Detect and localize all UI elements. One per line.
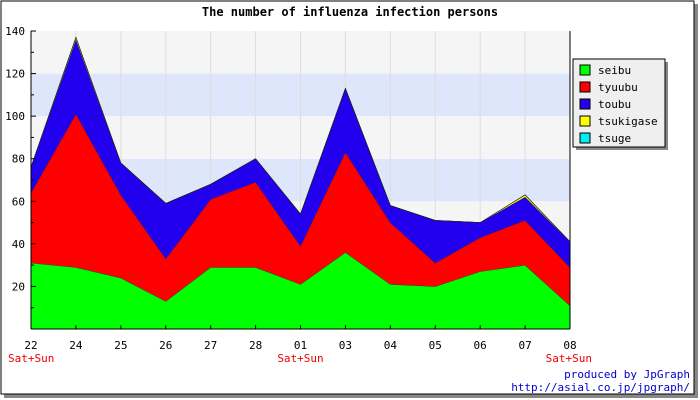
- weekend-label: Sat+Sun: [8, 352, 54, 365]
- x-tick-label: 06: [474, 339, 487, 352]
- x-tick-label: 26: [159, 339, 172, 352]
- y-tick-label: 40: [12, 238, 25, 251]
- credit-line-1: produced by JpGraph: [564, 368, 690, 381]
- x-tick-label: 22: [24, 339, 37, 352]
- x-tick-label: 08: [563, 339, 576, 352]
- legend-swatch-tyuubu: [579, 81, 591, 93]
- credit-line-2: http://asial.co.jp/jpgraph/: [511, 381, 690, 394]
- x-tick-label: 05: [429, 339, 442, 352]
- x-tick-label: 28: [249, 339, 262, 352]
- x-tick-labels: 22 24 25 26 27 28 01 03 04 05 06 07 08: [24, 339, 576, 352]
- x-tick-label: 24: [69, 339, 83, 352]
- legend-swatch-tsuge: [579, 132, 591, 144]
- legend-label-tsukigase: tsukigase: [598, 115, 658, 128]
- legend-label-seibu: seibu: [598, 64, 631, 77]
- y-tick-labels: 20 40 60 80 100 120 140: [5, 25, 25, 293]
- weekend-label: Sat+Sun: [546, 352, 592, 365]
- y-tick-label: 120: [5, 68, 25, 81]
- axes: [30, 30, 571, 330]
- x-tick-label: 07: [518, 339, 531, 352]
- weekend-labels: Sat+Sun Sat+Sun Sat+Sun: [8, 352, 592, 365]
- series-area-seibu: [31, 252, 570, 329]
- series-area-tyuubu: [31, 114, 570, 306]
- chart-title: The number of influenza infection person…: [202, 5, 498, 19]
- x-tick-label: 04: [384, 339, 398, 352]
- x-tick-label: 03: [339, 339, 352, 352]
- legend-label-toubu: toubu: [598, 98, 631, 111]
- series-line-tsuge: [30, 36, 571, 242]
- legend-label-tsuge: tsuge: [598, 132, 631, 145]
- y-tick-label: 100: [5, 110, 25, 123]
- stacked-areas: [30, 36, 571, 329]
- legend-swatch-toubu: [579, 98, 591, 110]
- legend-swatch-seibu: [579, 64, 591, 76]
- legend: seibu tyuubu toubu tsukigase tsuge: [572, 58, 668, 150]
- x-tick-label: 01: [294, 339, 307, 352]
- series-area-toubu: [31, 39, 570, 268]
- legend-swatch-tsukigase: [579, 115, 591, 127]
- y-tick-label: 80: [12, 153, 25, 166]
- y-tick-label: 60: [12, 195, 25, 208]
- weekend-label: Sat+Sun: [277, 352, 323, 365]
- legend-label-tyuubu: tyuubu: [598, 81, 638, 94]
- y-tick-label: 140: [5, 25, 25, 38]
- y-tick-label: 20: [12, 280, 25, 293]
- x-tick-label: 27: [204, 339, 217, 352]
- x-tick-label: 25: [114, 339, 127, 352]
